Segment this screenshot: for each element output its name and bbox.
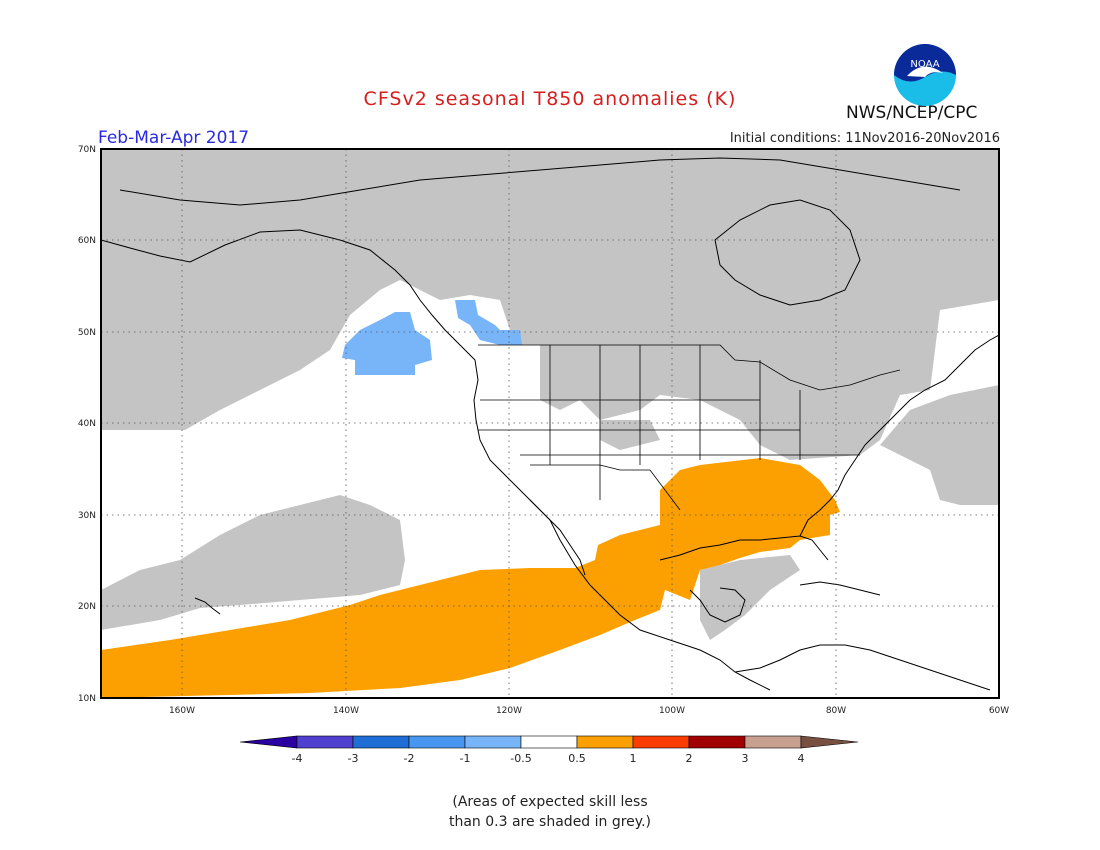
colorbar: -4 -3 -2 -1 -0.5 0.5 1 2 3 4: [239, 735, 859, 765]
coastline-hawaii: [194, 597, 221, 615]
shading-layer: [101, 149, 999, 698]
coastlines: [101, 157, 999, 691]
lat-label: 40N: [78, 419, 96, 429]
colorbar-segment: [296, 735, 354, 749]
agency-label: NWS/NCEP/CPC: [846, 103, 978, 123]
map-title: CFSv2 seasonal T850 anomalies (K): [363, 88, 737, 110]
forecast-period: Feb-Mar-Apr 2017: [98, 128, 250, 148]
lat-label: 20N: [78, 602, 96, 612]
lat-label: 60N: [78, 236, 96, 246]
skill-note-line1: (Areas of expected skill less: [452, 794, 648, 810]
lon-label: 140W: [333, 706, 359, 716]
colorbar-label: 2: [686, 752, 693, 765]
lon-label: 60W: [989, 706, 1009, 716]
graticule: [101, 149, 999, 698]
lon-label: 120W: [496, 706, 522, 716]
skill-note-line2: than 0.3 are shaded in grey.): [448, 814, 651, 830]
colorbar-label: 3: [742, 752, 749, 765]
lon-label: 80W: [826, 706, 846, 716]
skill-note: (Areas of expected skill less than 0.3 a…: [0, 792, 1100, 832]
coastline-pacific: [101, 229, 771, 691]
colorbar-label: -2: [404, 752, 415, 765]
coastline-arctic: [119, 157, 961, 206]
lat-label: 70N: [78, 145, 96, 155]
state-lines-2: [478, 399, 860, 456]
warm-region-pacific-band: [101, 458, 840, 698]
coastline-cuba: [799, 581, 881, 596]
lat-label: 10N: [78, 694, 96, 704]
lon-label: 100W: [659, 706, 685, 716]
map-frame: [100, 148, 1000, 699]
low-skill-regions: [101, 149, 999, 640]
colorbar-label: -4: [292, 752, 303, 765]
colorbar-arrow-low: [239, 735, 298, 749]
colorbar-segment: [576, 735, 634, 749]
grey-region-pacific: [101, 495, 405, 630]
warm-anomaly-regions: [101, 458, 840, 698]
grey-region-north: [101, 149, 999, 460]
noaa-logo-text: NOAA: [910, 59, 939, 70]
colorbar-segment: [520, 735, 578, 749]
lon-axis: 160W 140W 120W 100W 80W 60W: [169, 706, 1009, 716]
colorbar-label: -3: [348, 752, 359, 765]
coastline-hudson: [714, 199, 861, 306]
coastline-yucatan: [689, 587, 746, 623]
colorbar-segment: [688, 735, 746, 749]
border-us-mexico: [530, 464, 681, 511]
colorbar-label: 0.5: [568, 752, 586, 765]
colorbar-arrow-high: [800, 735, 859, 749]
lon-label: 160W: [169, 706, 195, 716]
colorbar-segment: [464, 735, 522, 749]
colorbar-segment: [744, 735, 802, 749]
political-borders: [478, 344, 901, 511]
coastline-gulf: [659, 535, 829, 561]
colorbar-segment: [632, 735, 690, 749]
lat-axis: 70N 60N 50N 40N 30N 20N 10N: [78, 145, 96, 704]
initial-conditions: Initial conditions: 11Nov2016-20Nov2016: [729, 131, 1000, 146]
lat-label: 50N: [78, 328, 96, 338]
colorbar-segment: [352, 735, 410, 749]
colorbar-label: -1: [460, 752, 471, 765]
coastline-florida: [799, 444, 866, 537]
lat-label: 30N: [78, 511, 96, 521]
cool-anomaly-regions: [342, 300, 522, 375]
grey-region-gulf: [700, 555, 800, 640]
state-lines-1: [549, 345, 801, 500]
coastline-central-america: [734, 644, 991, 691]
cool-region-bc: [455, 300, 522, 345]
grey-region-atlantic: [880, 385, 999, 505]
border-us-canada: [478, 344, 901, 391]
colorbar-label: 4: [798, 752, 805, 765]
colorbar-segment: [408, 735, 466, 749]
colorbar-label: -0.5: [510, 752, 531, 765]
colorbar-label: 1: [630, 752, 637, 765]
coastline-atlantic: [864, 334, 999, 446]
cool-region-gulf-of-alaska: [342, 312, 432, 375]
coastline-baja: [529, 499, 586, 576]
grey-region-plains: [600, 420, 660, 450]
noaa-logo-icon: NOAA: [894, 44, 956, 106]
